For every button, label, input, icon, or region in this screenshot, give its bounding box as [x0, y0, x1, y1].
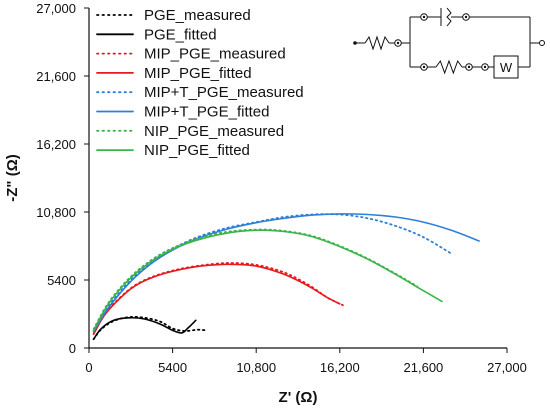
- circuit-node-dot: [464, 15, 468, 19]
- series-line-mip-pge-measured: [92, 262, 344, 335]
- x-tick-label: 0: [85, 360, 92, 375]
- circuit-output-terminal: [539, 40, 545, 46]
- x-tick-label: 27,000: [487, 360, 527, 375]
- series-line-mip-t-pge-measured: [92, 213, 453, 333]
- legend-label-pge-measured: PGE_measured: [144, 7, 251, 24]
- x-tick-label: 21,600: [404, 360, 444, 375]
- circuit-node-dot: [467, 65, 471, 69]
- legend-label-pge-fitted: PGE_fitted: [144, 26, 217, 43]
- legend: PGE_measured PGE_fitted MIP_PGE_measured MI…: [96, 7, 304, 159]
- x-tick-label: 10,800: [236, 360, 276, 375]
- series-line-nip-pge-fitted: [92, 229, 443, 332]
- warburg-element-label: W: [500, 60, 513, 75]
- y-tick-label: 0: [69, 341, 76, 356]
- series-line-mip-t-pge-fitted: [92, 213, 480, 333]
- cpe-plate-right: [446, 7, 452, 27]
- y-tick-label: 16,200: [36, 137, 76, 152]
- legend-label-nip-pge-measured: NIP_PGE_measured: [144, 123, 284, 140]
- y-tick-label: 21,600: [36, 69, 76, 84]
- y-tick-label: 27,000: [36, 1, 76, 16]
- y-tick-label: 5400: [47, 273, 76, 288]
- charge-transfer-resistor: [435, 59, 463, 75]
- legend-label-mip-t-pge-fitted: MIP+T_PGE_fitted: [144, 104, 269, 121]
- x-axis-title: Z' (Ω): [279, 389, 318, 406]
- x-tick-label: 16,200: [320, 360, 360, 375]
- legend-label-mip-t-pge-measured: MIP+T_PGE_measured: [144, 84, 304, 101]
- series-line-mip-pge-fitted: [92, 263, 341, 335]
- circuit-node-dot: [422, 65, 426, 69]
- axes: 0 5400 10,800 16,200 21,600 27,000 0 5400 10,800…: [4, 1, 527, 406]
- series-resistor: [364, 35, 390, 51]
- series-line-nip-pge-measured: [92, 228, 419, 330]
- equivalent-circuit-inset: W: [353, 7, 545, 79]
- legend-label-mip-pge-fitted: MIP_PGE_fitted: [144, 65, 252, 82]
- legend-label-mip-pge-measured: MIP_PGE_measured: [144, 46, 286, 63]
- y-tick-label: 10,800: [36, 205, 76, 220]
- circuit-node-dot: [422, 15, 426, 19]
- circuit-node-dot: [483, 65, 487, 69]
- series-layer: [92, 213, 480, 341]
- circuit-node-dot: [396, 41, 400, 45]
- y-axis-title: -Z" (Ω): [4, 154, 21, 201]
- x-tick-label: 5400: [158, 360, 187, 375]
- series-line-pge-fitted: [92, 316, 197, 340]
- legend-label-nip-pge-fitted: NIP_PGE_fitted: [144, 142, 250, 159]
